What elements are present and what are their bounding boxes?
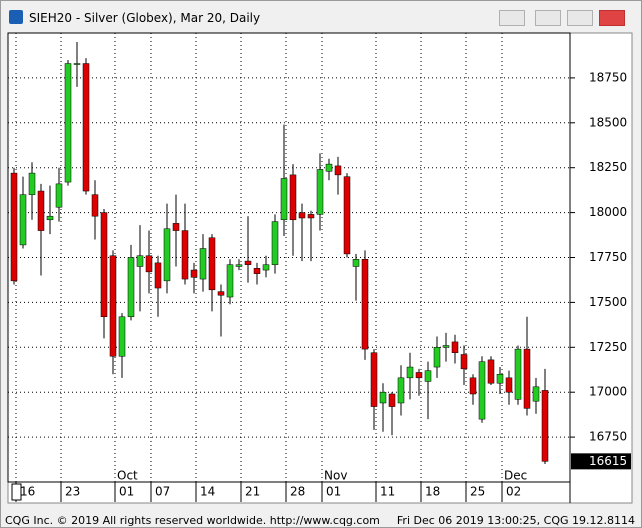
candle-body xyxy=(91,194,99,217)
candle-body xyxy=(271,221,279,265)
candle-body xyxy=(199,248,207,280)
close-button[interactable] xyxy=(599,10,625,26)
candle-body xyxy=(289,174,297,221)
candle-body xyxy=(109,255,117,357)
candle-body xyxy=(235,264,243,267)
candle-body xyxy=(541,390,549,462)
candle-body xyxy=(325,163,333,172)
candle-body xyxy=(397,377,405,404)
candle-body xyxy=(280,178,288,221)
y-tick-label: 18500 xyxy=(589,115,627,129)
candle-body xyxy=(532,386,540,402)
x-tick-label: 28 xyxy=(290,485,305,499)
x-tick-label: 02 xyxy=(506,485,521,499)
candle-body xyxy=(154,262,162,289)
candle-body xyxy=(460,354,468,370)
candle-body xyxy=(442,345,450,348)
month-label: Oct xyxy=(117,469,138,483)
candle-body xyxy=(316,169,324,215)
candle-body xyxy=(55,183,63,208)
candle-body xyxy=(10,172,18,282)
y-tick-label: 17250 xyxy=(589,340,627,354)
candle-body xyxy=(415,372,423,379)
x-tick-label: 18 xyxy=(425,485,440,499)
candle-body xyxy=(370,352,378,407)
copyright: CQG Inc. © 2019 All rights reserved worl… xyxy=(5,514,380,527)
candle-body xyxy=(226,264,234,298)
candle-body xyxy=(424,370,432,382)
candle-body xyxy=(145,255,153,273)
candle-body xyxy=(64,63,72,183)
candle-body xyxy=(208,237,216,291)
candle-body xyxy=(253,268,261,274)
timestamp: Fri Dec 06 2019 13:00:25, CQG 19.12.8114 xyxy=(396,514,635,527)
maximize-button[interactable] xyxy=(567,10,593,26)
candle-body xyxy=(118,316,126,357)
app-icon xyxy=(9,10,23,24)
candle-body xyxy=(244,260,252,265)
y-tick-label: 18250 xyxy=(589,160,627,174)
candle-body xyxy=(469,377,477,395)
y-tick-label: 17000 xyxy=(589,385,627,399)
candle-body xyxy=(181,230,189,280)
link-button[interactable] xyxy=(499,10,525,26)
candle-body xyxy=(307,214,315,219)
x-tick-label: 01 xyxy=(119,485,134,499)
candle-body xyxy=(46,215,54,221)
candle-body xyxy=(379,391,387,404)
candle-body xyxy=(217,291,225,296)
y-tick-label: 16750 xyxy=(589,430,627,444)
y-tick-label: 18750 xyxy=(589,70,627,84)
x-tick-label: 11 xyxy=(380,485,395,499)
candle-body xyxy=(262,264,270,271)
candle-body xyxy=(487,359,495,384)
candle-body xyxy=(406,366,414,379)
minimize-button[interactable] xyxy=(535,10,561,26)
candle-body xyxy=(100,212,108,318)
candle-body xyxy=(514,348,522,400)
candle-body xyxy=(19,194,27,246)
x-tick-label: 23 xyxy=(65,485,80,499)
candle-body xyxy=(298,212,306,219)
month-label: Nov xyxy=(324,469,347,483)
candle-body xyxy=(352,259,360,267)
candle-body xyxy=(505,377,513,393)
candle-body xyxy=(172,223,180,231)
x-tick-label: 25 xyxy=(470,485,485,499)
candle-body xyxy=(73,63,81,65)
x-tick-label: 14 xyxy=(200,485,215,499)
window-title: SIEH20 - Silver (Globex), Mar 20, Daily xyxy=(29,11,261,25)
title-bar: SIEH20 - Silver (Globex), Mar 20, Daily xyxy=(1,1,641,31)
candle-body xyxy=(523,348,531,409)
last-price-box xyxy=(571,453,631,470)
x-tick-label: 16 xyxy=(20,485,35,499)
last-price-label: 16615 xyxy=(589,454,627,468)
y-tick-label: 18000 xyxy=(589,205,627,219)
candle-body xyxy=(163,228,171,282)
candle-body xyxy=(343,176,351,255)
candle-body xyxy=(334,165,342,176)
candle-body xyxy=(388,393,396,407)
candle-body xyxy=(37,190,45,231)
x-tick-label: 21 xyxy=(245,485,260,499)
scroll-marker xyxy=(11,483,22,501)
candle-body xyxy=(478,361,486,420)
candle-body xyxy=(433,347,441,368)
candle-body xyxy=(451,341,459,353)
chart: 16750 17000 17250 17500 17750 18000 18250 18500… xyxy=(7,32,633,504)
candle-body xyxy=(190,269,198,278)
candle-body xyxy=(82,63,90,192)
x-tick-label: 07 xyxy=(155,485,170,499)
y-tick-label: 17500 xyxy=(589,295,627,309)
candle-body xyxy=(136,255,144,267)
candle-body xyxy=(496,373,504,384)
candle-body xyxy=(127,257,135,318)
candle-body xyxy=(361,259,369,350)
x-tick-label: 01 xyxy=(326,485,341,499)
y-tick-label: 17750 xyxy=(589,250,627,264)
candle-body xyxy=(28,172,36,195)
month-label: Dec xyxy=(504,469,527,483)
